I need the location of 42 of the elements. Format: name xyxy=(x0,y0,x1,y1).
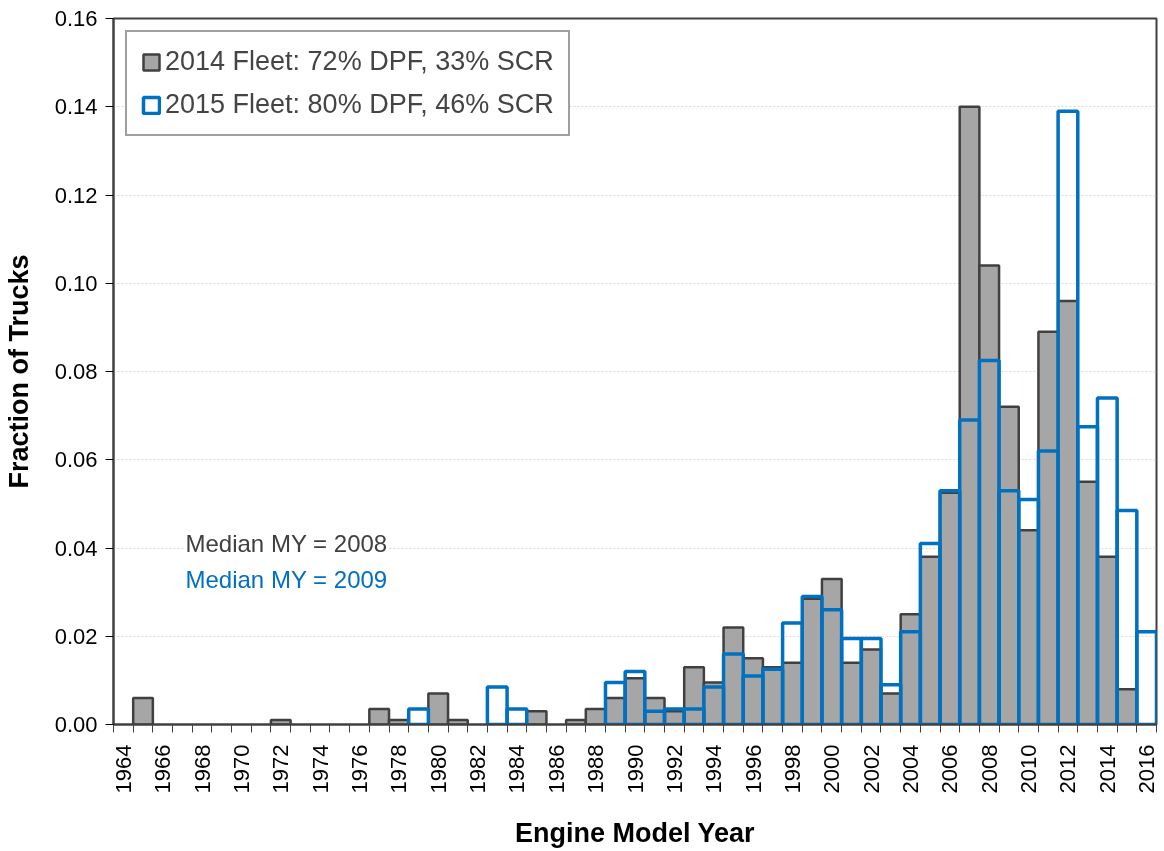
x-tick-label: 1966 xyxy=(150,744,176,794)
annotation: Median MY = 2009 xyxy=(185,565,388,593)
legend-label: 2014 Fleet: 72% DPF, 33% SCR xyxy=(165,46,554,77)
annotation: Median MY = 2008 xyxy=(185,529,388,557)
y-tick-label: 0.00 xyxy=(54,712,98,737)
x-tick-label: 1974 xyxy=(307,744,333,794)
x-tick-label: 1970 xyxy=(228,744,254,794)
x-tick-label: 2002 xyxy=(858,744,884,794)
x-tick-label: 1968 xyxy=(189,744,215,794)
x-tick-label: 1990 xyxy=(622,744,648,794)
y-tick-label: 0.12 xyxy=(54,182,98,208)
x-tick-label: 2016 xyxy=(1134,744,1160,794)
y-tick-label: 0.10 xyxy=(54,270,98,296)
x-axis-title: Engine Model Year xyxy=(514,818,756,849)
x-tick-label: 1982 xyxy=(465,744,491,794)
x-tick-label: 1976 xyxy=(346,744,372,794)
y-tick-label: 0.02 xyxy=(54,623,98,649)
x-tick-label: 1986 xyxy=(543,744,569,794)
x-tick-label: 1964 xyxy=(110,744,136,794)
legend-label: 2015 Fleet: 80% DPF, 46% SCR xyxy=(165,89,554,120)
y-tick-label: 0.14 xyxy=(54,94,98,120)
x-tick-label: 1980 xyxy=(425,744,451,794)
y-axis-title: Fraction of Trucks xyxy=(3,254,34,489)
y-tick-label: 0.16 xyxy=(54,6,98,31)
x-tick-label: 1972 xyxy=(268,744,294,794)
y-tick-label: 0.08 xyxy=(54,359,98,384)
x-tick-label: 2006 xyxy=(937,744,963,794)
x-tick-label: 1984 xyxy=(504,744,530,794)
x-tick-label: 1988 xyxy=(583,744,609,794)
x-tick-label: 2000 xyxy=(819,744,845,794)
x-tick-label: 1998 xyxy=(779,744,805,794)
y-tick-label: 0.06 xyxy=(54,447,98,473)
x-tick-label: 1978 xyxy=(386,744,412,794)
x-tick-label: 1996 xyxy=(740,744,766,794)
x-tick-label: 2014 xyxy=(1094,744,1120,794)
x-tick-label: 2008 xyxy=(976,744,1002,794)
x-tick-label: 1994 xyxy=(701,744,727,794)
x-tick-label: 2004 xyxy=(898,744,924,794)
x-tick-label: 1992 xyxy=(661,744,687,794)
y-tick-label: 0.04 xyxy=(54,535,98,561)
x-tick-label: 2012 xyxy=(1055,744,1081,794)
x-tick-label: 2010 xyxy=(1016,744,1042,794)
